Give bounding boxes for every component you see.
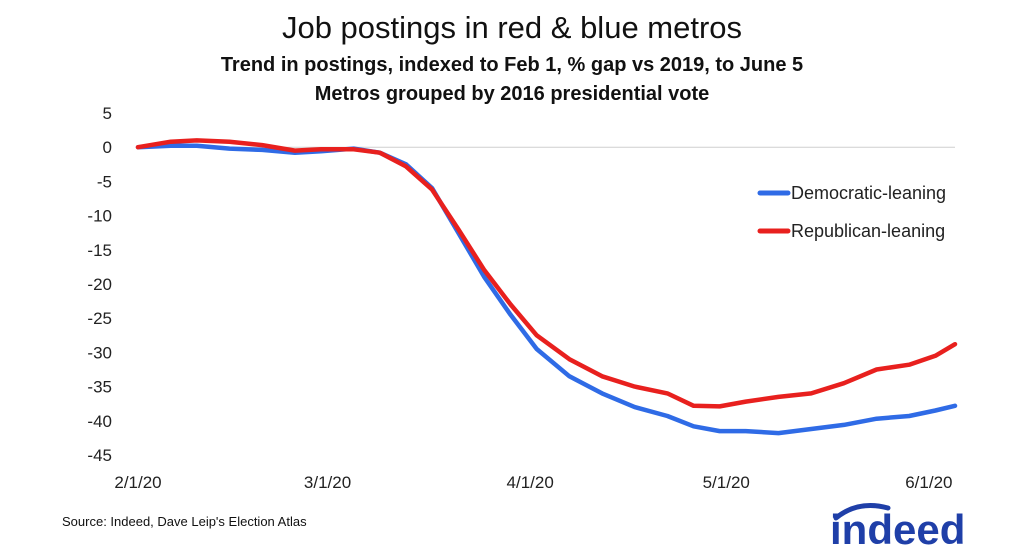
y-tick-label: -30: [87, 343, 112, 362]
y-tick-label: -35: [87, 378, 112, 397]
y-tick-label: -40: [87, 412, 112, 431]
x-tick-label: 2/1/20: [114, 473, 161, 492]
x-tick-label: 4/1/20: [507, 473, 554, 492]
y-tick-label: 0: [103, 138, 112, 157]
y-tick-label: -15: [87, 241, 112, 260]
x-tick-label: 6/1/20: [905, 473, 952, 492]
y-tick-label: -5: [97, 172, 112, 191]
indeed-logo: indeed: [828, 496, 998, 557]
y-tick-label: -20: [87, 275, 112, 294]
chart-subtitle: Trend in postings, indexed to Feb 1, % g…: [220, 54, 804, 76]
x-tick-label: 3/1/20: [304, 473, 351, 492]
y-tick-label: -10: [87, 207, 112, 226]
chart-title: Job postings in red & blue metros: [281, 10, 743, 45]
chart-subtitle-2: Metros grouped by 2016 presidential vote: [314, 83, 710, 105]
y-tick-label: -45: [87, 446, 112, 465]
source-note: Source: Indeed, Dave Leip's Election Atl…: [62, 514, 307, 529]
legend-label: Democratic-leaning: [791, 183, 946, 203]
svg-text:indeed: indeed: [830, 506, 965, 552]
series-line-republican: [135, 138, 958, 409]
y-tick-label: 5: [103, 104, 112, 123]
x-tick-label: 5/1/20: [703, 473, 750, 492]
series-line-democratic: [135, 143, 958, 436]
legend-label: Republican-leaning: [791, 221, 945, 241]
y-tick-label: -25: [87, 309, 112, 328]
